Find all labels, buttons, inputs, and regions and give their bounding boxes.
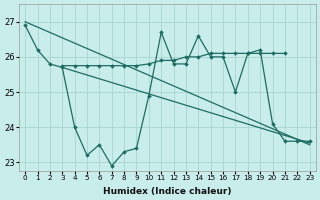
X-axis label: Humidex (Indice chaleur): Humidex (Indice chaleur) (103, 187, 232, 196)
